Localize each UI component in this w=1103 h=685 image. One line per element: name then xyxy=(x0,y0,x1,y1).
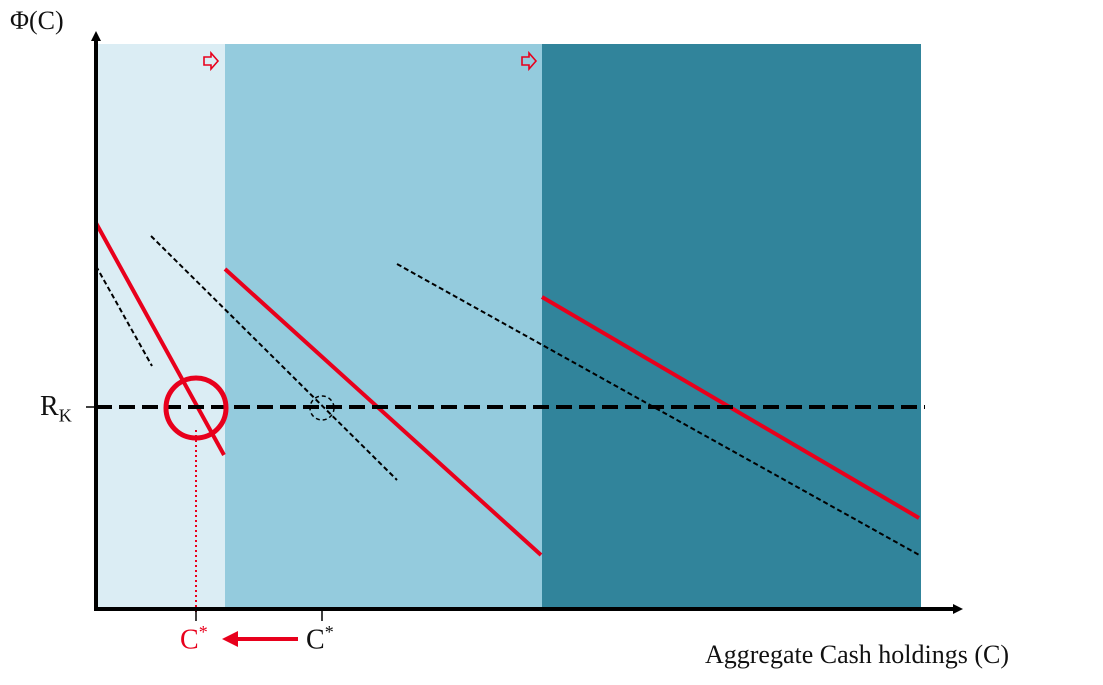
old-equilibrium-marker xyxy=(309,395,335,421)
original-segment-mid xyxy=(150,235,398,481)
x-axis-label: Aggregate Cash holdings (C) xyxy=(705,640,1010,669)
cstar-new-main: C xyxy=(180,624,199,656)
original-segment-low xyxy=(95,265,153,367)
shift-arrow-icon xyxy=(521,50,538,72)
cstar-old-main: C xyxy=(306,624,325,656)
original-segment-high xyxy=(396,263,922,557)
cstar-new-label: C* xyxy=(180,622,208,656)
new-equilibrium-marker xyxy=(163,375,229,441)
region-mid xyxy=(225,44,542,608)
shift-arrow-icon xyxy=(203,50,220,72)
shifted-segment-mid xyxy=(223,267,543,557)
cstar-old-sup: * xyxy=(324,622,334,642)
rk-label-main: R xyxy=(40,391,59,422)
cstar-new-sup: * xyxy=(198,622,208,642)
shifted-segment-low xyxy=(94,222,226,456)
region-low xyxy=(96,44,225,608)
y-axis-label: Φ(C) xyxy=(10,6,64,35)
region-high xyxy=(542,44,921,608)
rk-label: RK xyxy=(40,391,72,427)
leftward-shift-arrow-icon xyxy=(222,631,298,647)
cstar-old-label: C* xyxy=(306,622,334,656)
rk-label-sub: K xyxy=(58,405,72,426)
